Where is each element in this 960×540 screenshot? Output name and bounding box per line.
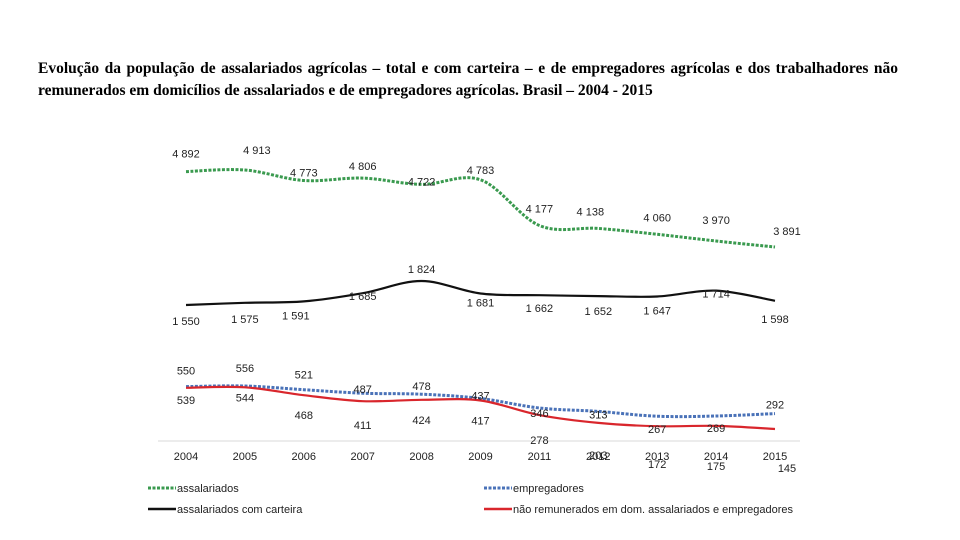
data-label-assalariados-com-carteira-2011: 1 662 bbox=[526, 303, 554, 315]
data-label-empregadores-2009: 437 bbox=[471, 391, 489, 403]
chart-title: Evolução da população de assalariados ag… bbox=[38, 60, 898, 99]
data-label-nao-remunerados-em-dom-assalariados-e-empregadores-2012: 203 bbox=[589, 450, 607, 462]
legend-label: não remunerados em dom. assalariados e e… bbox=[513, 504, 794, 516]
legend-label: empregadores bbox=[513, 483, 584, 495]
legend-label: assalariados com carteira bbox=[177, 504, 303, 516]
legend-item-assalariados-com-carteira: assalariados com carteira bbox=[148, 504, 303, 516]
data-label-nao-remunerados-em-dom-assalariados-e-empregadores-2008: 424 bbox=[412, 415, 430, 427]
data-label-empregadores-2011: 346 bbox=[530, 408, 548, 420]
data-label-assalariados-com-carteira-2014: 1 714 bbox=[702, 289, 730, 301]
data-label-nao-remunerados-em-dom-assalariados-e-empregadores-2006: 468 bbox=[295, 410, 313, 422]
data-label-empregadores-2006: 521 bbox=[295, 370, 313, 382]
data-label-assalariados-2011: 4 177 bbox=[526, 204, 554, 216]
x-tick-label: 2009 bbox=[468, 451, 492, 463]
data-label-nao-remunerados-em-dom-assalariados-e-empregadores-2014: 175 bbox=[707, 461, 725, 473]
data-label-assalariados-com-carteira-2004: 1 550 bbox=[172, 316, 200, 328]
legend-label: assalariados bbox=[177, 483, 239, 495]
data-label-assalariados-2015: 3 891 bbox=[773, 226, 801, 238]
data-label-nao-remunerados-em-dom-assalariados-e-empregadores-2009: 417 bbox=[471, 416, 489, 428]
data-label-assalariados-2013: 4 060 bbox=[643, 212, 671, 224]
data-label-empregadores-2013: 267 bbox=[648, 424, 666, 436]
data-label-empregadores-2012: 313 bbox=[589, 409, 607, 421]
data-label-nao-remunerados-em-dom-assalariados-e-empregadores-2005: 544 bbox=[236, 392, 254, 404]
series-line-assalariados-com-carteira bbox=[185, 279, 776, 307]
data-label-assalariados-2012: 4 138 bbox=[577, 206, 605, 218]
data-label-empregadores-2014: 269 bbox=[707, 423, 725, 435]
data-label-nao-remunerados-em-dom-assalariados-e-empregadores-2004: 539 bbox=[177, 395, 195, 407]
series-line-assalariados bbox=[185, 168, 776, 249]
data-label-assalariados-2004: 4 892 bbox=[172, 149, 200, 161]
x-tick-label: 2007 bbox=[350, 451, 374, 463]
legend-item-assalariados: assalariados bbox=[148, 483, 239, 495]
x-tick-label: 2006 bbox=[292, 451, 316, 463]
x-tick-label: 2004 bbox=[174, 451, 198, 463]
x-tick-label: 2014 bbox=[704, 451, 728, 463]
data-label-assalariados-com-carteira-2007: 1 685 bbox=[349, 291, 377, 303]
x-tick-label: 2008 bbox=[409, 451, 433, 463]
data-label-assalariados-com-carteira-2009: 1 681 bbox=[467, 298, 495, 310]
data-label-nao-remunerados-em-dom-assalariados-e-empregadores-2015: 145 bbox=[778, 463, 796, 475]
data-label-empregadores-2004: 550 bbox=[177, 366, 195, 378]
data-label-nao-remunerados-em-dom-assalariados-e-empregadores-2011: 278 bbox=[530, 435, 548, 447]
series-line-empregadores bbox=[185, 384, 776, 419]
data-label-empregadores-2008: 478 bbox=[412, 381, 430, 393]
legend-item-nao-remunerados-em-dom-assalariados-e-empregadores: não remunerados em dom. assalariados e e… bbox=[484, 504, 794, 516]
data-label-assalariados-2014: 3 970 bbox=[702, 215, 730, 227]
x-tick-label: 2013 bbox=[645, 451, 669, 463]
data-label-assalariados-2005: 4 913 bbox=[243, 145, 271, 157]
data-label-assalariados-com-carteira-2013: 1 647 bbox=[643, 306, 671, 318]
data-label-assalariados-com-carteira-2012: 1 652 bbox=[585, 306, 613, 318]
data-label-assalariados-com-carteira-2006: 1 591 bbox=[282, 310, 310, 322]
x-tick-label: 2015 bbox=[763, 451, 787, 463]
data-label-assalariados-2009: 4 783 bbox=[467, 165, 495, 177]
data-label-assalariados-2007: 4 806 bbox=[349, 161, 377, 173]
data-label-empregadores-2005: 556 bbox=[236, 363, 254, 375]
data-label-assalariados-com-carteira-2008: 1 824 bbox=[408, 264, 436, 276]
data-label-assalariados-com-carteira-2005: 1 575 bbox=[231, 314, 259, 326]
legend-item-empregadores: empregadores bbox=[484, 483, 584, 495]
data-label-nao-remunerados-em-dom-assalariados-e-empregadores-2013: 172 bbox=[648, 459, 666, 471]
data-label-assalariados-2008: 4 722 bbox=[408, 176, 436, 188]
data-label-empregadores-2015: 292 bbox=[766, 400, 784, 412]
data-label-assalariados-2006: 4 773 bbox=[290, 168, 318, 180]
x-tick-label: 2012 bbox=[586, 451, 610, 463]
data-label-empregadores-2007: 487 bbox=[354, 384, 372, 396]
data-label-nao-remunerados-em-dom-assalariados-e-empregadores-2007: 411 bbox=[354, 420, 372, 432]
x-tick-label: 2005 bbox=[233, 451, 257, 463]
data-label-assalariados-com-carteira-2015: 1 598 bbox=[761, 314, 789, 326]
series-line-nao-remunerados-em-dom-assalariados-e-empregadores bbox=[185, 385, 776, 431]
x-tick-label: 2011 bbox=[528, 451, 552, 463]
